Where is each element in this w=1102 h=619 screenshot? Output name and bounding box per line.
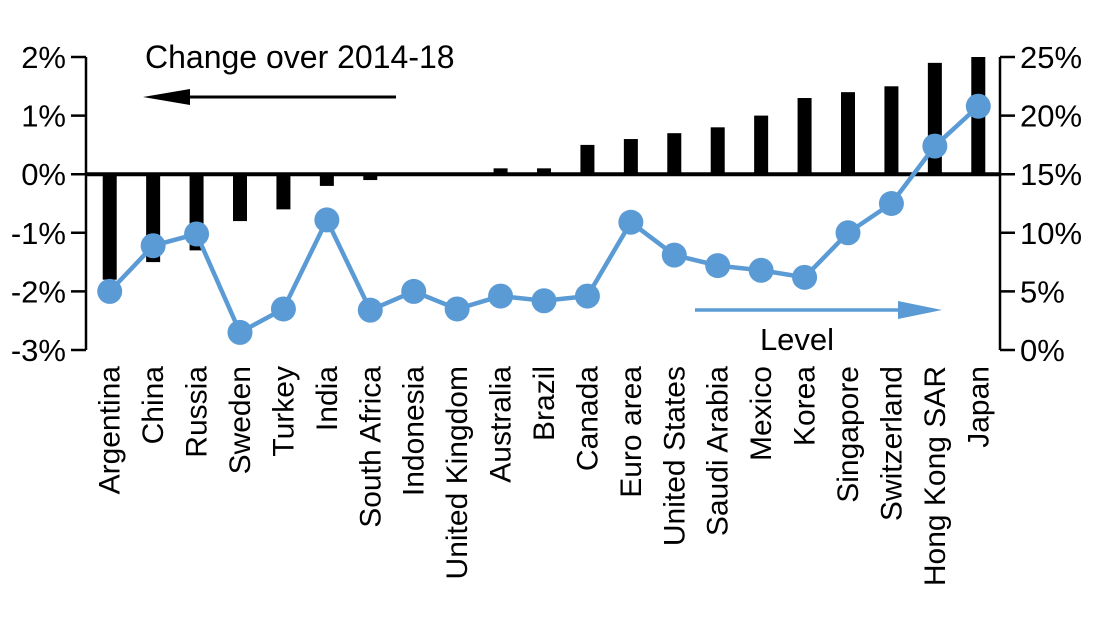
category-label-korea: Korea	[789, 366, 822, 446]
category-label-hong-kong-sar: Hong Kong SAR	[919, 366, 952, 586]
left-axis: 2% 1% 0% -1% -2% -3%	[11, 40, 88, 368]
category-axis-labels: Argentina China Russia Sweden Turkey India Sou…	[94, 366, 996, 586]
level-point-saudi-arabia	[705, 253, 731, 279]
category-label-saudi-arabia: Saudi Arabia	[702, 366, 735, 536]
level-point-turkey	[270, 296, 296, 322]
category-label-china: China	[137, 366, 170, 445]
bar-south-africa	[363, 174, 378, 181]
level-line-series	[97, 93, 991, 345]
bar-brazil	[537, 168, 551, 175]
left-axis-tick-label: 1%	[21, 99, 66, 134]
category-label-indonesia: Indonesia	[398, 366, 431, 496]
category-label-australia: Australia	[485, 366, 518, 483]
right-axis-tick-label: 25%	[1020, 40, 1082, 75]
bar-switzerland	[884, 86, 899, 175]
left-axis-tick-label: 2%	[21, 40, 66, 75]
left-axis-tick-label: -3%	[11, 333, 66, 368]
level-point-sweden	[227, 319, 253, 345]
bar-turkey	[276, 174, 291, 210]
level-point-china	[140, 233, 166, 259]
level-point-russia	[184, 221, 210, 247]
category-label-united-states: United States	[658, 366, 691, 546]
right-arrow-icon	[695, 301, 942, 319]
category-label-south-africa: South Africa	[354, 366, 387, 528]
level-point-mexico	[748, 257, 774, 283]
level-point-south-africa	[357, 297, 383, 323]
left-axis-tick-label: -2%	[11, 274, 66, 309]
category-label-switzerland: Switzerland	[875, 366, 908, 521]
category-label-brazil: Brazil	[528, 366, 561, 441]
bar-canada	[580, 144, 595, 175]
bar-australia	[493, 168, 508, 175]
level-point-euro-area	[618, 209, 644, 235]
bar-india	[319, 174, 334, 186]
left-axis-line	[71, 55, 88, 352]
level-point-switzerland	[878, 191, 904, 216]
bar-sweden	[233, 174, 247, 222]
right-axis-tick-label: 20%	[1020, 99, 1082, 134]
bars-series	[102, 57, 986, 280]
bar-mexico	[754, 115, 769, 175]
level-point-korea	[792, 264, 818, 290]
bar-korea	[797, 98, 812, 175]
category-label-sweden: Sweden	[224, 366, 257, 474]
level-point-argentina	[97, 278, 123, 304]
right-axis-tick-label: 10%	[1020, 216, 1082, 251]
level-point-singapore	[835, 220, 861, 246]
level-series-label: Level	[760, 322, 834, 357]
level-point-united-kingdom	[444, 296, 470, 322]
category-label-turkey: Turkey	[267, 366, 300, 457]
right-axis: 25% 20% 15% 10% 5% 0%	[998, 40, 1082, 368]
bar-saudi-arabia	[710, 127, 725, 175]
level-point-australia	[488, 283, 514, 309]
category-label-singapore: Singapore	[832, 366, 865, 503]
right-axis-tick-label: 0%	[1020, 333, 1065, 368]
category-label-united-kingdom: United Kingdom	[441, 366, 474, 579]
level-point-india	[314, 207, 340, 233]
category-label-japan: Japan	[962, 366, 995, 448]
category-label-canada: Canada	[571, 366, 604, 471]
left-axis-tick-label: -1%	[11, 216, 66, 251]
level-point-canada	[574, 283, 600, 309]
category-label-argentina: Argentina	[94, 366, 127, 495]
bar-singapore	[841, 92, 855, 175]
bar-argentina	[102, 174, 117, 280]
category-label-mexico: Mexico	[745, 366, 778, 461]
level-point-japan	[965, 93, 991, 119]
level-point-hong-kong-sar	[922, 133, 948, 159]
category-label-india: India	[311, 366, 344, 431]
level-point-brazil	[531, 288, 557, 314]
right-axis-tick-label: 15%	[1020, 157, 1082, 192]
left-arrow-icon	[143, 89, 396, 105]
change-series-label: Change over 2014-18	[145, 39, 455, 75]
bar-euro-area	[623, 139, 638, 175]
right-axis-line	[998, 55, 1015, 352]
category-label-russia: Russia	[181, 366, 214, 458]
category-label-euro-area: Euro area	[615, 366, 648, 498]
level-point-united-states	[661, 242, 687, 268]
right-axis-tick-label: 5%	[1020, 274, 1065, 309]
bar-united-states	[667, 133, 682, 175]
level-point-indonesia	[401, 278, 427, 304]
left-axis-tick-label: 0%	[21, 157, 66, 192]
